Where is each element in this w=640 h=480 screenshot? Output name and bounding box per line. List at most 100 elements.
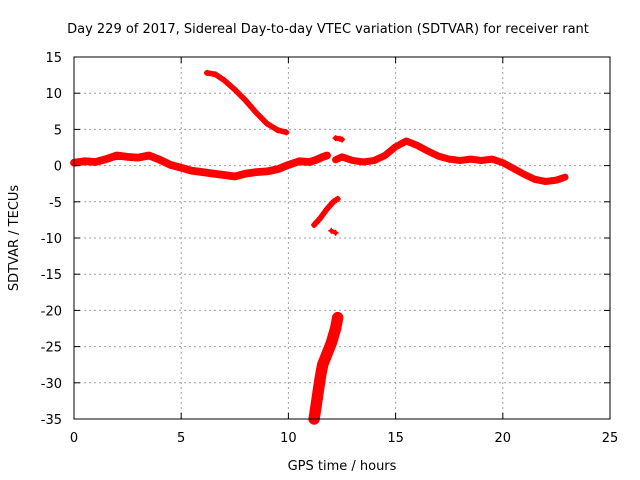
data-point — [263, 168, 270, 175]
y-tick-label: 0 — [54, 160, 62, 175]
data-point — [339, 136, 345, 143]
data-point — [332, 229, 339, 236]
data-point — [317, 372, 324, 379]
data-point — [414, 142, 421, 149]
data-point — [212, 71, 219, 78]
y-tick-label: -35 — [41, 413, 62, 428]
y-axis-label: SDTVAR / TECUs — [7, 185, 22, 292]
data-point — [242, 97, 249, 104]
x-tick-label: 0 — [70, 431, 78, 446]
data-point — [188, 167, 195, 174]
data-point — [253, 169, 260, 176]
data-point — [381, 152, 388, 159]
data-point — [146, 152, 153, 159]
y-tick-label: -30 — [41, 377, 62, 392]
data-point — [274, 166, 281, 173]
data-point — [467, 156, 474, 163]
data-point — [242, 170, 249, 177]
y-tick-label: -25 — [41, 341, 62, 356]
y-tick-label: -5 — [49, 196, 62, 211]
series-high-arc — [203, 69, 290, 136]
data-point — [531, 176, 538, 183]
data-point — [360, 158, 367, 165]
data-point — [435, 153, 442, 160]
data-point — [424, 148, 431, 155]
data-point — [323, 206, 330, 213]
data-point — [319, 153, 326, 160]
series-short-segment-a — [332, 135, 345, 143]
data-point — [231, 86, 238, 93]
data-point — [323, 350, 330, 357]
data-point — [263, 120, 270, 127]
data-point — [221, 172, 228, 179]
data-point — [332, 325, 339, 332]
data-point — [178, 164, 185, 171]
data-point — [103, 156, 110, 163]
series-steep-segment — [308, 311, 344, 425]
data-point — [113, 152, 120, 159]
data-point — [296, 158, 303, 165]
data-point — [328, 227, 335, 234]
data-point — [306, 158, 313, 165]
data-point — [135, 154, 142, 161]
data-point — [285, 161, 292, 168]
data-point — [167, 161, 174, 168]
y-tick-label: 15 — [45, 51, 62, 66]
data-point — [253, 109, 260, 116]
data-point — [403, 137, 410, 144]
data-point — [521, 171, 528, 178]
y-tick-label: -15 — [41, 268, 62, 283]
series-band — [204, 70, 290, 136]
data-point — [313, 401, 320, 408]
data-point — [349, 157, 356, 164]
data-point — [203, 69, 210, 76]
data-point — [456, 157, 463, 164]
data-point — [478, 157, 485, 164]
data-point — [330, 198, 337, 205]
data-point — [553, 177, 560, 184]
data-point — [392, 143, 399, 150]
data-point — [231, 173, 238, 180]
data-point — [283, 129, 290, 136]
data-point — [319, 361, 326, 368]
data-point — [332, 156, 339, 163]
data-point — [221, 77, 228, 84]
data-point — [371, 157, 378, 164]
x-tick-label: 25 — [602, 431, 619, 446]
x-tick-label: 10 — [280, 431, 297, 446]
data-point — [489, 156, 496, 163]
y-tick-label: 5 — [54, 123, 62, 138]
series-band — [332, 137, 569, 186]
data-point — [92, 158, 99, 165]
data-point — [311, 221, 318, 228]
data-point — [561, 174, 568, 181]
data-point — [446, 156, 453, 163]
data-point — [81, 158, 88, 165]
data-point — [328, 339, 335, 346]
data-point — [334, 195, 341, 202]
data-point — [210, 170, 217, 177]
data-point — [510, 165, 517, 172]
data-point — [274, 127, 281, 134]
series-short-segment-b — [311, 195, 341, 228]
series-mid-trace — [332, 137, 569, 186]
data-point — [124, 153, 131, 160]
data-point — [156, 156, 163, 163]
data-point — [334, 314, 341, 321]
y-tick-label: -10 — [41, 232, 62, 247]
data-point — [499, 159, 506, 166]
x-tick-label: 20 — [495, 431, 512, 446]
grid-lines — [74, 57, 610, 419]
y-tick-label: -20 — [41, 304, 62, 319]
axis-ticks: 0 5 10 15 20 25 -35 -30 -25 -20 -15 -10 -5 0 5 10 15 — [41, 51, 619, 446]
data-point — [313, 156, 320, 163]
data-point — [339, 153, 345, 160]
x-tick-label: 5 — [177, 431, 185, 446]
x-tick-label: 15 — [387, 431, 404, 446]
data-point — [317, 214, 324, 221]
series-main-trace — [70, 151, 331, 181]
y-tick-label: 10 — [45, 87, 62, 102]
data-point — [199, 169, 206, 176]
series-short-segment-c — [328, 227, 339, 236]
